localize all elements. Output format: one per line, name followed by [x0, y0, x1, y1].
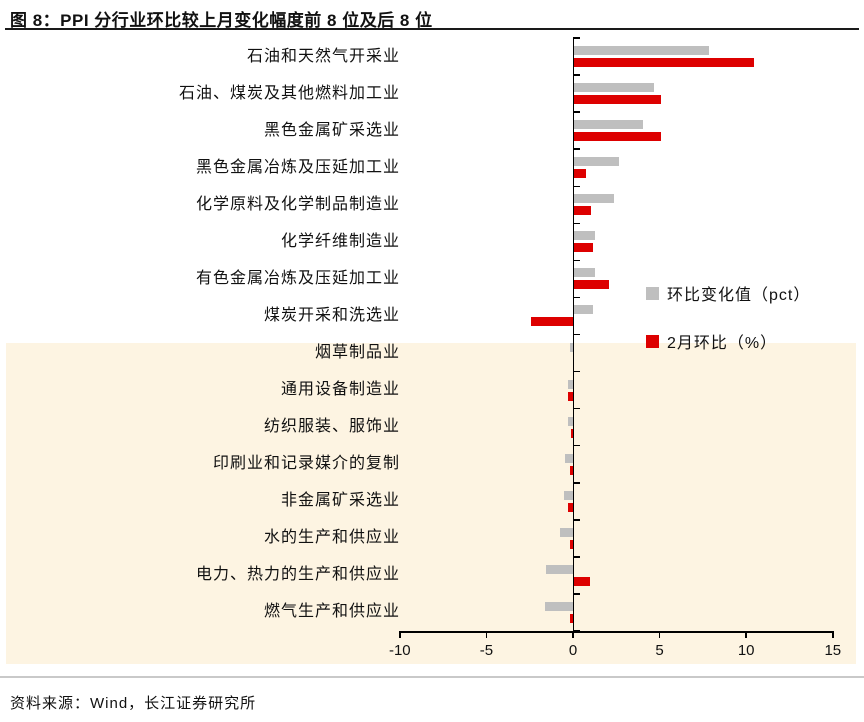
bar-mom-change [574, 231, 595, 241]
bar-mom-change [567, 379, 573, 389]
bar-feb-mom [567, 502, 573, 512]
category-label: 石油、煤炭及其他燃料加工业 [178, 84, 400, 102]
bar-feb-mom [531, 317, 573, 327]
category-label: 印刷业和记录媒介的复制 [212, 455, 400, 473]
x-axis-tick [745, 631, 747, 638]
y-axis-tick [573, 222, 580, 225]
x-tick-label: 10 [737, 642, 755, 659]
legend-item-red: 2月环比（%） [646, 329, 810, 353]
x-tick-label: 15 [824, 642, 842, 659]
x-axis-tick [399, 631, 401, 638]
x-axis-tick [572, 631, 574, 638]
category-label: 电力、热力的生产和供应业 [195, 566, 400, 584]
bar-mom-change [564, 490, 573, 500]
x-axis-tick [658, 631, 661, 638]
y-axis-tick [573, 37, 580, 39]
x-axis-tick [832, 631, 834, 638]
bar-feb-mom [571, 428, 573, 438]
bar-feb-mom [574, 58, 755, 68]
chart-legend: 环比变化值（pct） 2月环比（%） [646, 281, 810, 353]
x-tick-label: -5 [479, 642, 494, 659]
title-underline [5, 28, 859, 30]
y-axis-tick [573, 185, 580, 187]
category-label: 石油和天然气开采业 [246, 47, 400, 65]
bar-feb-mom [574, 95, 661, 105]
category-label: 非金属矿采选业 [280, 492, 400, 510]
legend-swatch-red [646, 334, 659, 348]
y-axis-tick [573, 593, 580, 595]
bar-feb-mom [570, 539, 573, 549]
bar-feb-mom [570, 465, 573, 475]
figure-title: 图 8：PPI 分行业环比较上月变化幅度前 8 位及后 8 位 [10, 11, 433, 30]
bar-mom-change [574, 268, 595, 278]
y-axis-tick [573, 407, 580, 410]
bar-mom-change [567, 416, 573, 426]
legend-label-gray: 环比变化值（pct） [667, 287, 811, 304]
bar-mom-change [574, 157, 620, 167]
legend-item-gray: 环比变化值（pct） [646, 281, 810, 305]
y-axis-tick [573, 259, 580, 262]
footer-separator [0, 676, 864, 678]
category-label: 烟草制品业 [314, 344, 400, 362]
category-label: 水的生产和供应业 [263, 529, 400, 547]
bar-mom-change [574, 46, 710, 56]
y-axis-tick [573, 111, 580, 113]
bottom8-highlight-band [6, 343, 856, 664]
bar-mom-change [574, 83, 654, 93]
bar-feb-mom [574, 280, 609, 290]
bar-mom-change [565, 453, 573, 463]
category-label: 纺织服装、服饰业 [263, 418, 400, 436]
x-tick-label: 0 [568, 642, 578, 659]
y-axis-tick [573, 519, 580, 521]
y-axis-tick [573, 296, 580, 299]
bar-mom-change [574, 120, 644, 130]
bar-mom-change [546, 564, 573, 574]
category-label: 黑色金属矿采选业 [263, 121, 400, 139]
bar-mom-change [574, 305, 594, 315]
bar-feb-mom [574, 132, 661, 142]
category-label: 有色金属冶炼及压延加工业 [195, 269, 400, 287]
y-axis-tick [573, 74, 580, 76]
bar-mom-change [560, 527, 573, 537]
category-label: 黑色金属冶炼及压延加工业 [195, 158, 400, 176]
y-axis-tick [573, 444, 580, 447]
category-label: 燃气生产和供应业 [263, 603, 400, 621]
legend-swatch-gray [646, 286, 659, 300]
bar-feb-mom [574, 576, 591, 586]
y-axis-tick [573, 148, 580, 150]
bar-feb-mom [569, 613, 573, 623]
y-axis-tick [573, 482, 580, 484]
x-tick-label: 5 [655, 642, 664, 659]
bar-feb-mom [567, 391, 573, 401]
bar-feb-mom [574, 243, 594, 253]
bar-mom-change [545, 601, 573, 611]
source-note: 资料来源：Wind，长江证券研究所 [10, 695, 257, 712]
bar-feb-mom [574, 206, 592, 216]
x-tick-label: -10 [388, 642, 411, 659]
x-axis-line [399, 631, 833, 633]
x-axis-tick [485, 631, 488, 638]
y-axis-tick [573, 333, 580, 336]
y-axis-tick [573, 370, 580, 373]
y-axis-tick [573, 556, 580, 558]
legend-label-red: 2月环比（%） [667, 335, 778, 352]
category-label: 煤炭开采和洗选业 [263, 306, 400, 324]
bar-feb-mom [574, 169, 587, 179]
bar-mom-change [574, 194, 614, 204]
category-label: 化学原料及化学制品制造业 [195, 195, 400, 213]
category-label: 化学纤维制造业 [280, 232, 400, 250]
bar-mom-change [569, 342, 573, 352]
category-label: 通用设备制造业 [280, 381, 400, 399]
